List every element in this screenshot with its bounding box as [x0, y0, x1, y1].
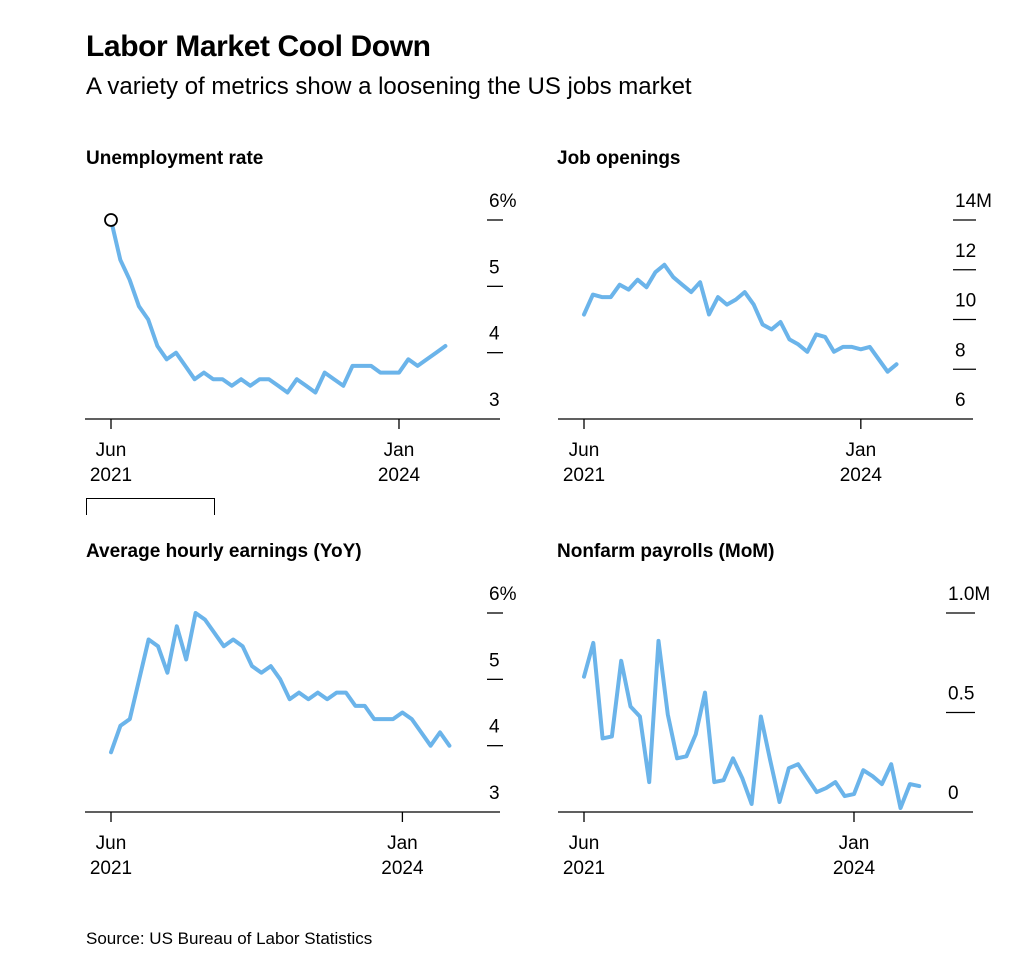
panel-title-job-openings: Job openings [557, 148, 681, 169]
y-tick-label: 12 [955, 241, 976, 262]
y-tick-label: 5 [489, 257, 500, 278]
page-subtitle: A variety of metrics show a loosening th… [86, 73, 692, 100]
y-tick-label: 6% [489, 584, 517, 605]
x-tick-sublabel: 2021 [90, 465, 132, 486]
panel-title-unemployment: Unemployment rate [86, 148, 264, 169]
series-line [109, 611, 452, 755]
x-tick-label: Jun [569, 833, 600, 854]
y-tick-label: 4 [489, 324, 500, 345]
x-tick-sublabel: 2024 [381, 858, 424, 879]
x-tick-sublabel: 2024 [840, 465, 883, 486]
x-tick-sublabel: 2024 [833, 858, 876, 879]
y-tick-label: 14M [955, 191, 992, 212]
y-tick-label: 3 [489, 783, 500, 804]
x-tick-label: Jan [387, 833, 418, 854]
x-tick-sublabel: 2024 [378, 465, 421, 486]
x-tick-label: Jan [839, 833, 870, 854]
y-tick-label: 10 [955, 291, 976, 312]
x-tick-label: Jan [846, 440, 877, 461]
series-line [582, 638, 922, 810]
x-tick-sublabel: 2021 [563, 465, 605, 486]
x-tick-sublabel: 2021 [563, 858, 605, 879]
y-tick-label: 1.0M [948, 584, 990, 605]
series-start-marker [104, 213, 118, 227]
y-tick-label: 0.5 [948, 684, 974, 705]
panel-title-nonfarm-payrolls: Nonfarm payrolls (MoM) [557, 541, 775, 562]
y-tick-label: 5 [489, 650, 500, 671]
series-line [109, 218, 448, 395]
x-tick-sublabel: 2021 [90, 858, 132, 879]
x-tick-label: Jun [96, 440, 127, 461]
x-tick-label: Jun [96, 833, 127, 854]
x-tick-label: Jun [569, 440, 600, 461]
y-tick-label: 0 [948, 783, 959, 804]
y-tick-label: 6% [489, 191, 517, 212]
decorative-bracket [86, 498, 215, 515]
y-tick-label: 8 [955, 340, 966, 361]
source-note: Source: US Bureau of Labor Statistics [86, 929, 373, 948]
panel-title-hourly-earnings: Average hourly earnings (YoY) [86, 541, 362, 562]
y-tick-label: 6 [955, 390, 966, 411]
series-line [582, 262, 899, 374]
y-tick-label: 4 [489, 717, 500, 738]
x-tick-label: Jan [384, 440, 415, 461]
y-tick-label: 3 [489, 390, 500, 411]
page-title: Labor Market Cool Down [86, 30, 431, 63]
